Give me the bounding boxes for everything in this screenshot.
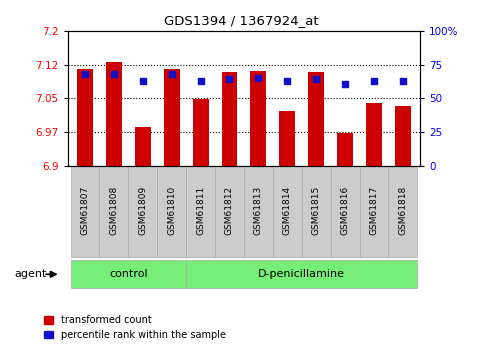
Text: control: control [109, 269, 148, 279]
Text: agent: agent [14, 269, 47, 279]
Text: GSM61810: GSM61810 [167, 186, 176, 235]
Bar [164, 69, 180, 166]
Point [284, 78, 291, 83]
Bar [186, 260, 417, 288]
Bar [215, 167, 244, 257]
Bar [71, 167, 99, 257]
Bar [157, 167, 186, 257]
Text: GSM61816: GSM61816 [341, 186, 350, 235]
Bar [128, 167, 157, 257]
Bar [222, 72, 238, 166]
Point [399, 78, 407, 83]
Text: GSM61812: GSM61812 [225, 186, 234, 235]
Bar [106, 61, 122, 166]
Bar [186, 167, 215, 257]
Point [226, 77, 233, 82]
Bar [395, 106, 411, 166]
Bar [359, 167, 388, 257]
Point [168, 71, 175, 77]
Point [341, 81, 349, 86]
Bar [302, 167, 331, 257]
Bar [273, 167, 302, 257]
Bar [71, 260, 186, 288]
Bar [366, 103, 382, 166]
Point [81, 71, 89, 77]
Bar [250, 71, 266, 166]
Point [370, 78, 378, 83]
Text: GSM61807: GSM61807 [81, 186, 89, 235]
Text: GSM61808: GSM61808 [109, 186, 118, 235]
Text: GDS1394 / 1367924_at: GDS1394 / 1367924_at [164, 14, 319, 27]
Text: GSM61815: GSM61815 [312, 186, 321, 235]
Text: GSM61811: GSM61811 [196, 186, 205, 235]
Bar [331, 167, 359, 257]
Bar [135, 127, 151, 166]
Point [255, 75, 262, 81]
Bar [388, 167, 417, 257]
Text: GSM61818: GSM61818 [398, 186, 407, 235]
Bar [77, 69, 93, 166]
Text: GSM61809: GSM61809 [138, 186, 147, 235]
Text: GSM61814: GSM61814 [283, 186, 292, 235]
Bar [244, 167, 273, 257]
Point [139, 78, 147, 83]
Bar [279, 111, 295, 166]
Bar [99, 167, 128, 257]
Bar [308, 72, 324, 166]
Bar [193, 99, 209, 166]
Text: GSM61817: GSM61817 [369, 186, 379, 235]
Text: D-penicillamine: D-penicillamine [258, 269, 345, 279]
Legend: transformed count, percentile rank within the sample: transformed count, percentile rank withi… [43, 315, 226, 340]
Bar [337, 133, 353, 166]
Point [313, 77, 320, 82]
Point [197, 78, 204, 83]
Text: GSM61813: GSM61813 [254, 186, 263, 235]
Point [110, 71, 118, 77]
